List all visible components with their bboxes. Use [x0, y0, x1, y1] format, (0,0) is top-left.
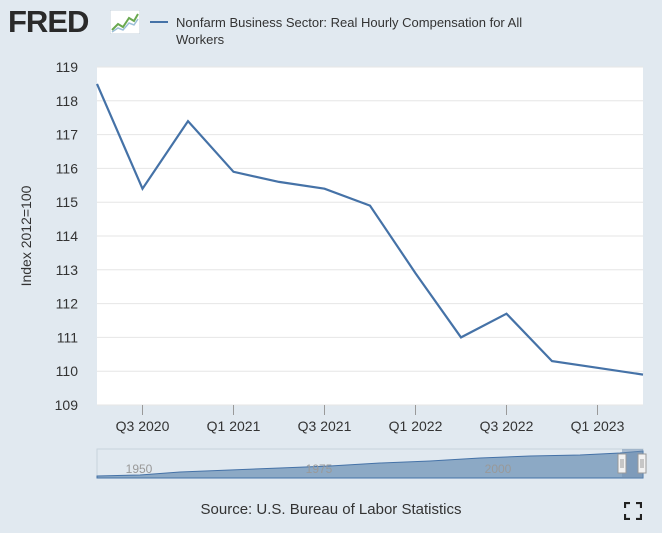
y-tick-label: 111: [57, 329, 78, 345]
data-point[interactable]: [458, 334, 464, 340]
range-navigator[interactable]: 1950 1975 2000: [96, 448, 647, 479]
x-tick-label: Q3 2020: [116, 418, 170, 434]
data-point[interactable]: [94, 81, 100, 87]
data-point[interactable]: [413, 270, 419, 276]
y-axis-ticks: 109 110 111 112 113 114 115 116 117 118 119: [55, 59, 79, 413]
x-tick-label: Q1 2022: [389, 418, 443, 434]
data-point[interactable]: [595, 365, 601, 371]
x-tick-label: Q3 2021: [298, 418, 352, 434]
x-axis-ticks: Q3 2020 Q1 2021 Q3 2021 Q1 2022 Q3 2022 Q1 20…: [116, 405, 625, 434]
y-axis-label: Index 2012=100: [18, 185, 34, 286]
navigator-label: 2000: [485, 462, 512, 476]
fullscreen-icon[interactable]: [624, 502, 642, 520]
y-tick-label: 110: [56, 363, 79, 379]
data-point[interactable]: [504, 311, 510, 317]
data-point[interactable]: [640, 372, 646, 378]
data-point[interactable]: [185, 118, 191, 124]
data-point[interactable]: [322, 186, 328, 192]
series-line: [95, 83, 644, 376]
navigator-label: 1975: [306, 462, 333, 476]
y-tick-label: 117: [56, 127, 79, 143]
data-point[interactable]: [549, 358, 555, 364]
x-tick-label: Q1 2021: [207, 418, 261, 434]
line-chart: 109 110 111 112 113 114 115 116 117 118 119 Q3 202…: [18, 59, 647, 479]
data-point[interactable]: [231, 169, 237, 175]
y-tick-label: 109: [55, 397, 79, 413]
data-point[interactable]: [140, 186, 146, 192]
fred-logo[interactable]: FRED: [8, 4, 89, 39]
chart-header: FRED Nonfarm Business Sector: Real Hourl…: [0, 0, 662, 60]
y-tick-label: 118: [56, 93, 79, 109]
source-note: Source: U.S. Bureau of Labor Statistics: [200, 501, 462, 518]
y-tick-label: 116: [56, 160, 79, 176]
navigator-handle-right[interactable]: [637, 453, 647, 474]
y-tick-label: 119: [56, 59, 79, 75]
data-point[interactable]: [276, 179, 282, 185]
x-tick-label: Q3 2022: [480, 418, 534, 434]
navigator-label: 1950: [126, 462, 153, 476]
navigator-handle-left[interactable]: [617, 453, 627, 474]
y-tick-label: 114: [56, 228, 79, 244]
legend-label: Nonfarm Business Sector: Real Hourly Com…: [176, 15, 523, 47]
x-tick-label: Q1 2023: [571, 418, 625, 434]
legend-swatch: [150, 21, 168, 23]
data-point[interactable]: [367, 203, 373, 209]
chart-line-icon: [110, 10, 140, 34]
gridlines: [97, 66, 643, 406]
y-tick-label: 113: [56, 262, 79, 278]
y-tick-label: 115: [56, 194, 79, 210]
y-tick-label: 112: [56, 296, 79, 312]
